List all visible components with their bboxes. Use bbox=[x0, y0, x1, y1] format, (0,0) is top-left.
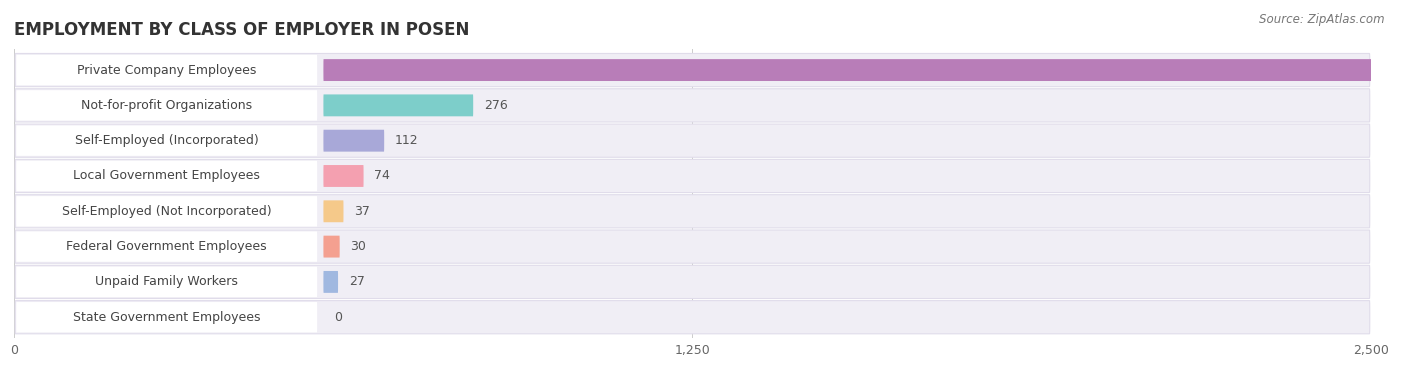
FancyBboxPatch shape bbox=[17, 231, 318, 262]
Text: Self-Employed (Not Incorporated): Self-Employed (Not Incorporated) bbox=[62, 205, 271, 218]
FancyBboxPatch shape bbox=[323, 236, 340, 258]
FancyBboxPatch shape bbox=[15, 159, 1369, 193]
Text: 112: 112 bbox=[395, 134, 419, 147]
FancyBboxPatch shape bbox=[17, 267, 318, 297]
FancyBboxPatch shape bbox=[15, 265, 1369, 299]
Text: EMPLOYMENT BY CLASS OF EMPLOYER IN POSEN: EMPLOYMENT BY CLASS OF EMPLOYER IN POSEN bbox=[14, 21, 470, 39]
FancyBboxPatch shape bbox=[17, 90, 318, 121]
Text: 30: 30 bbox=[350, 240, 367, 253]
FancyBboxPatch shape bbox=[17, 161, 318, 191]
Text: Not-for-profit Organizations: Not-for-profit Organizations bbox=[82, 99, 252, 112]
FancyBboxPatch shape bbox=[15, 301, 1369, 334]
FancyBboxPatch shape bbox=[17, 126, 318, 156]
Text: 0: 0 bbox=[335, 311, 342, 324]
FancyBboxPatch shape bbox=[17, 55, 318, 85]
FancyBboxPatch shape bbox=[15, 124, 1369, 157]
Text: 37: 37 bbox=[354, 205, 370, 218]
FancyBboxPatch shape bbox=[17, 302, 318, 332]
FancyBboxPatch shape bbox=[323, 59, 1406, 81]
Text: Unpaid Family Workers: Unpaid Family Workers bbox=[96, 275, 238, 288]
FancyBboxPatch shape bbox=[15, 230, 1369, 263]
FancyBboxPatch shape bbox=[323, 271, 337, 293]
FancyBboxPatch shape bbox=[17, 196, 318, 226]
Text: Local Government Employees: Local Government Employees bbox=[73, 170, 260, 182]
Text: Self-Employed (Incorporated): Self-Employed (Incorporated) bbox=[75, 134, 259, 147]
Text: Private Company Employees: Private Company Employees bbox=[77, 64, 256, 77]
FancyBboxPatch shape bbox=[15, 195, 1369, 228]
FancyBboxPatch shape bbox=[323, 130, 384, 152]
Text: 27: 27 bbox=[349, 275, 364, 288]
FancyBboxPatch shape bbox=[15, 53, 1369, 86]
FancyBboxPatch shape bbox=[323, 94, 474, 116]
FancyBboxPatch shape bbox=[323, 165, 364, 187]
FancyBboxPatch shape bbox=[323, 200, 343, 222]
Text: Federal Government Employees: Federal Government Employees bbox=[66, 240, 267, 253]
Text: 276: 276 bbox=[484, 99, 508, 112]
FancyBboxPatch shape bbox=[15, 89, 1369, 122]
Text: State Government Employees: State Government Employees bbox=[73, 311, 260, 324]
Text: 74: 74 bbox=[374, 170, 391, 182]
Text: Source: ZipAtlas.com: Source: ZipAtlas.com bbox=[1260, 13, 1385, 26]
